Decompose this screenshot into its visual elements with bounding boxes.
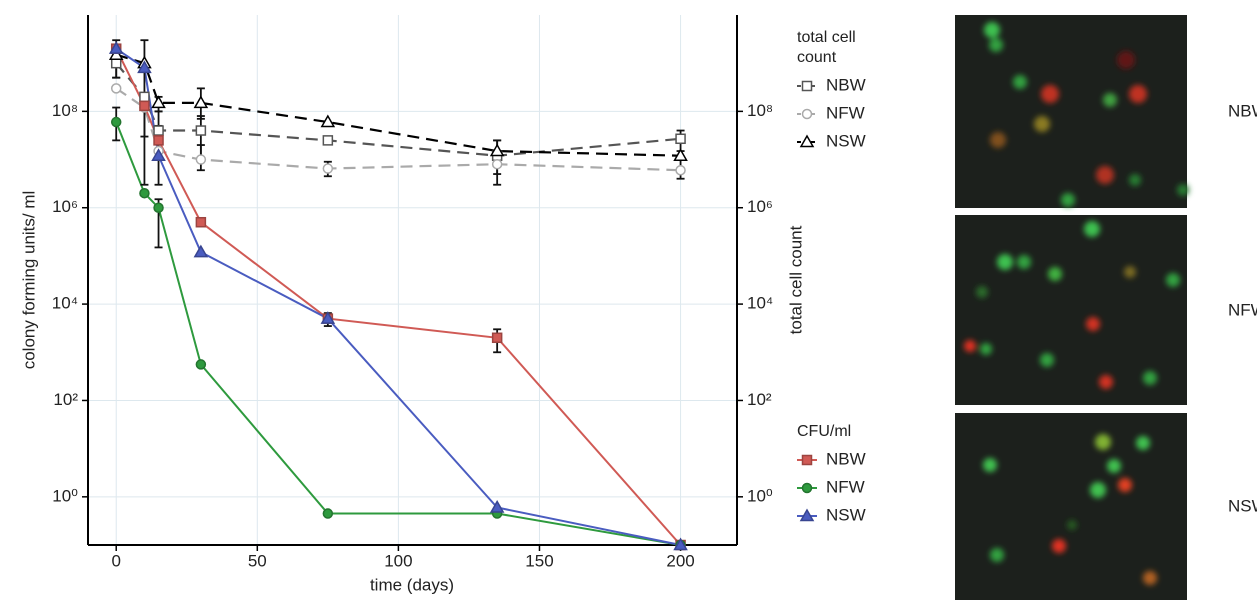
y-axis-title: colony forming units/ ml: [19, 191, 38, 370]
marker: [322, 135, 334, 146]
y-tick-label: 10²: [53, 390, 78, 409]
marker: [489, 499, 505, 513]
y-tick-label: 10⁶: [52, 197, 78, 216]
x-axis-title: time (days): [370, 575, 454, 594]
marker: [151, 148, 166, 161]
legend-label: NBW: [826, 449, 866, 468]
legend-label: NFW: [826, 103, 865, 122]
legend-label: NFW: [826, 477, 865, 496]
marker: [801, 80, 813, 92]
marker: [139, 187, 150, 199]
marker: [151, 95, 166, 109]
plot: 0 50 100 150 200 10⁰ 10² 10⁴ 10⁶ 10⁸ 10⁰ 10² 10⁴ 10⁶ 1…: [52, 15, 773, 570]
legend-label: NSW: [826, 131, 866, 150]
marker: [110, 57, 122, 69]
marker: [139, 100, 150, 112]
marker: [675, 133, 686, 145]
marker: [195, 359, 207, 370]
marker: [153, 135, 164, 146]
marker: [491, 332, 503, 344]
marker: [322, 163, 334, 174]
marker: [320, 114, 336, 128]
micrographs: NBW NFW NSW: [955, 15, 1257, 600]
marker: [110, 116, 122, 128]
marker: [137, 60, 152, 74]
legend: NBW NFW NSW NBW NFW NSW: [797, 75, 866, 524]
marker: [108, 41, 124, 54]
x-tick-label: 0: [111, 551, 120, 570]
legend-title: total cell count: [797, 29, 856, 66]
marker: [491, 158, 503, 170]
marker: [799, 134, 815, 148]
y-tick-label: 10⁴: [52, 294, 78, 313]
legend-title: CFU/ml: [797, 423, 852, 440]
y-tick-label: 10⁰: [52, 486, 78, 505]
legend-label: NBW: [826, 75, 866, 94]
marker: [108, 47, 124, 60]
x-tick-label: 100: [384, 551, 412, 570]
panel-label: NSW: [1228, 496, 1257, 515]
marker: [489, 143, 505, 157]
panel-label: NFW: [1228, 300, 1257, 319]
marker: [193, 244, 209, 258]
marker: [801, 482, 813, 494]
marker: [193, 95, 209, 109]
marker: [801, 108, 813, 120]
marker: [195, 154, 207, 165]
y2-tick-label: 10⁸: [747, 101, 773, 120]
marker: [153, 125, 164, 136]
marker: [675, 164, 686, 176]
y2-tick-label: 10⁰: [747, 486, 773, 505]
marker: [139, 91, 150, 103]
marker: [673, 148, 688, 161]
marker: [110, 83, 122, 94]
marker: [195, 125, 207, 136]
y2-tick-label: 10⁶: [747, 197, 773, 216]
x-tick-label: 200: [666, 551, 694, 570]
marker: [673, 537, 688, 551]
panel-label: NBW: [1228, 101, 1257, 120]
y2-axis-title: total cell count: [786, 225, 805, 334]
marker: [322, 508, 334, 519]
marker: [195, 216, 207, 228]
marker: [320, 311, 336, 324]
x-tick-label: 50: [248, 551, 267, 570]
legend-label: NSW: [826, 505, 866, 524]
y2-tick-label: 10⁴: [747, 294, 773, 313]
x-tick-label: 150: [525, 551, 553, 570]
y-tick-label: 10⁸: [52, 101, 78, 120]
marker: [801, 454, 813, 466]
cells: [964, 22, 1189, 585]
y2-tick-label: 10²: [747, 390, 772, 409]
marker: [799, 508, 815, 522]
marker: [153, 202, 164, 213]
